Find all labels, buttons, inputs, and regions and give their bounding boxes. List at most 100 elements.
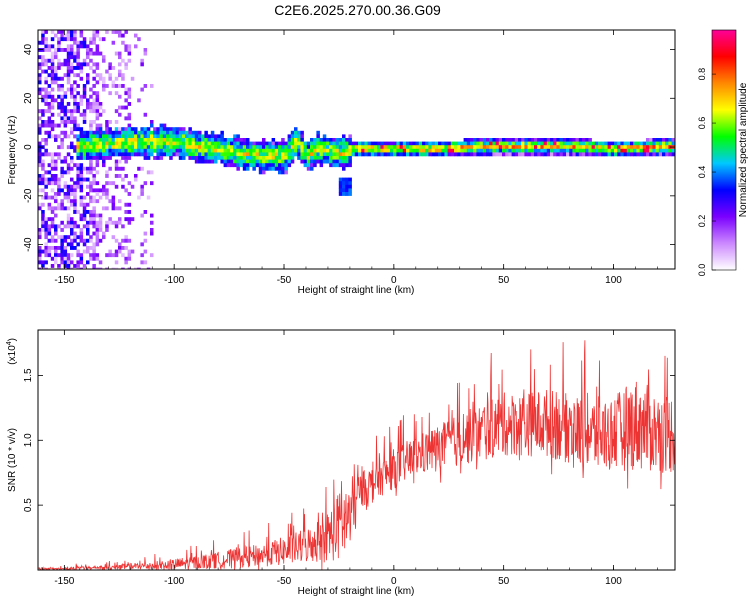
heatmap-cell [76, 91, 80, 96]
heatmap-cell [326, 148, 330, 153]
heatmap-cell [329, 159, 333, 164]
heatmap-cell [604, 141, 608, 146]
heatmap-cell [310, 138, 314, 142]
heatmap-cell [207, 159, 212, 164]
heatmap-cell [89, 256, 93, 261]
heatmap-cell [79, 134, 84, 139]
heatmap-cell [82, 91, 87, 96]
heatmap-cell [50, 210, 55, 214]
heatmap-cell [345, 184, 349, 189]
heatmap-cell [476, 141, 480, 146]
heatmap-cell [198, 145, 202, 150]
heatmap-cell [348, 152, 352, 157]
heatmap-cell [646, 141, 650, 146]
heatmap-cell [188, 141, 192, 146]
heatmap-cell [66, 242, 71, 247]
heatmap-cell [89, 105, 93, 110]
colorbar-tick-label: 0.2 [697, 215, 707, 228]
heatmap-cell [54, 249, 58, 254]
heatmap-cell [66, 44, 71, 49]
heatmap-cell [50, 156, 55, 160]
heatmap-cell [134, 138, 138, 142]
heatmap-cell [54, 260, 58, 265]
heatmap-cell [76, 148, 80, 153]
heatmap-cell [146, 267, 151, 269]
heatmap-cell [82, 213, 87, 218]
heatmap-cell [172, 138, 176, 142]
heatmap-cell [518, 138, 522, 142]
heatmap-cell [150, 253, 154, 258]
heatmap-cell [60, 199, 64, 204]
heatmap-cell [82, 177, 87, 182]
heatmap-cell [626, 145, 631, 150]
heatmap-cell [70, 127, 74, 132]
heatmap-cell [316, 141, 320, 146]
heatmap-cell [86, 102, 90, 106]
heatmap-cell [60, 246, 64, 250]
heatmap-cell [63, 192, 68, 196]
heatmap-cell [470, 145, 474, 150]
heatmap-cell [345, 141, 349, 146]
heatmap-cell [79, 170, 84, 175]
heatmap-cell [118, 134, 122, 139]
heatmap-cell [239, 145, 244, 150]
heatmap-cell [127, 87, 132, 92]
heatmap-cell [60, 242, 64, 247]
heatmap-cell [338, 159, 343, 164]
heatmap-cell [262, 148, 266, 153]
heatmap-cell [268, 166, 272, 171]
heatmap-cell [287, 159, 292, 164]
heatmap-cell [66, 134, 71, 139]
heatmap-cell [86, 80, 90, 85]
snr-x-ticks: -150 -100 -50 0 50 100 [42, 330, 658, 587]
heatmap-cell [380, 152, 384, 157]
heatmap-cell [118, 141, 122, 146]
heatmap-cell [239, 152, 244, 157]
heatmap-cell [114, 267, 119, 269]
heatmap-cell [399, 152, 404, 157]
heatmap-cell [44, 130, 48, 135]
heatmap-cell [76, 141, 80, 146]
heatmap-cell [44, 120, 48, 124]
heatmap-cell [70, 44, 74, 49]
heatmap-cell [121, 253, 125, 258]
heatmap-cell [348, 188, 352, 193]
heatmap-cell [82, 62, 87, 67]
heatmap-cell [150, 130, 154, 135]
heatmap-cell [41, 224, 45, 229]
heatmap-cell [489, 141, 493, 146]
heatmap-cell [614, 141, 618, 146]
heatmap-cell [70, 253, 74, 258]
heatmap-cell [114, 84, 119, 88]
heatmap-cell [159, 134, 164, 139]
heatmap-cell [47, 134, 52, 139]
heatmap-cell [95, 102, 100, 106]
heatmap-cell [281, 148, 285, 153]
x-tick-label: 50 [498, 576, 510, 587]
heatmap-cell [140, 192, 144, 196]
heatmap-cell [54, 33, 58, 38]
heatmap-cell [617, 145, 621, 150]
heatmap-cell [252, 166, 256, 171]
heatmap-cell [92, 199, 96, 204]
heatmap-cell [386, 145, 391, 150]
heatmap-cell [82, 206, 87, 211]
heatmap-cell [79, 174, 84, 178]
heatmap-cell [66, 102, 71, 106]
heatmap-cell [105, 206, 109, 211]
heatmap-cell [105, 30, 109, 34]
heatmap-cell [57, 224, 61, 229]
heatmap-cell [294, 148, 298, 153]
heatmap-cell [345, 177, 349, 182]
heatmap-cell [255, 156, 260, 160]
heatmap-cell [98, 37, 103, 42]
heatmap-cell [633, 145, 637, 150]
heatmap-cell [66, 51, 71, 56]
heatmap-cell [390, 141, 394, 146]
heatmap-cell [73, 246, 77, 250]
heatmap-cell [201, 134, 205, 139]
heatmap-cell [38, 256, 42, 261]
heatmap-cell [438, 148, 442, 153]
heatmap-cell [140, 62, 144, 67]
snr-y-label: SNR (10 * v/v) [7, 428, 18, 492]
